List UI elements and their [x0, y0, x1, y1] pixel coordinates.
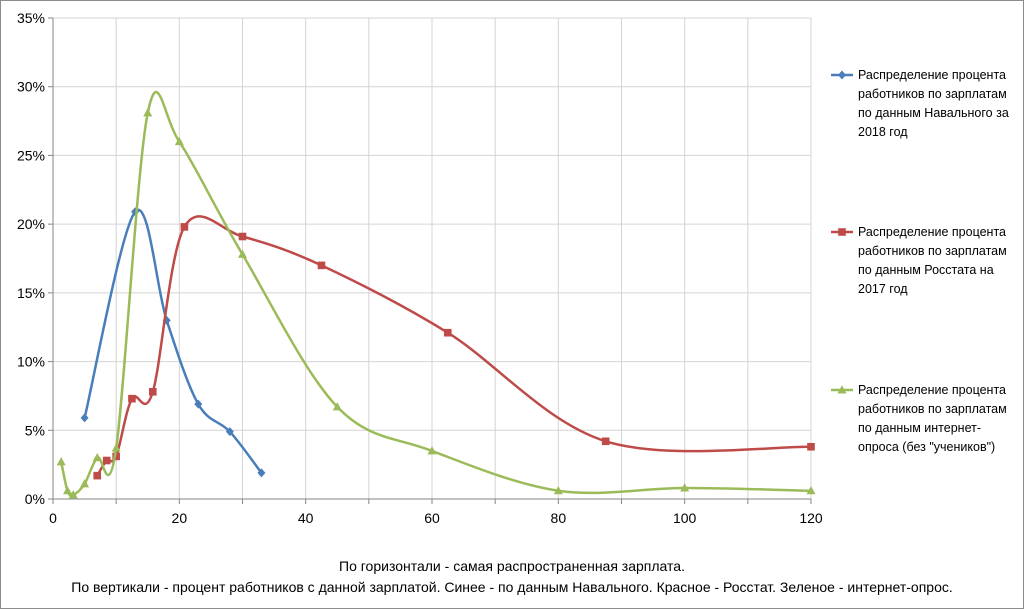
data-point-navalny [80, 413, 89, 423]
data-point-navalny [257, 468, 266, 478]
legend-swatch-marker [838, 70, 846, 80]
data-point-rosstat [180, 223, 189, 231]
data-point-survey [63, 485, 73, 495]
data-point-rosstat [807, 442, 815, 451]
data-point-survey [174, 136, 184, 146]
legend-item-rosstat: Распределение процента работников по зарп… [831, 225, 1007, 296]
series-survey [56, 91, 816, 499]
legend-label-line: Распределение процента [858, 68, 1006, 82]
data-point-rosstat [128, 394, 136, 403]
series-rosstat [93, 215, 815, 480]
data-point-survey [92, 452, 102, 462]
data-point-survey [332, 402, 342, 411]
y-tick-label: 10% [17, 354, 45, 370]
legend-label-line: Распределение процента [858, 225, 1006, 239]
data-point-navalny [225, 427, 234, 437]
data-point-rosstat [149, 388, 157, 396]
data-point-survey [806, 485, 816, 495]
legend-label-line: работников по зарплатам [858, 402, 1007, 416]
legend-item-navalny: Распределение процента работников по зарп… [831, 68, 1009, 139]
data-point-rosstat [601, 437, 610, 446]
data-point-survey [553, 485, 563, 495]
legend-label-line: 2017 год [858, 282, 908, 296]
data-point-rosstat [317, 261, 326, 270]
legend-swatch-marker [837, 385, 847, 394]
data-point-survey [56, 457, 66, 466]
legend: Распределение процента работников по зарп… [831, 68, 1009, 454]
axes: 0 20 40 60 80 100 120 0% 5% 10% 15% 20% 25% 30% 35% [17, 10, 823, 526]
legend-label-line: работников по зарплатам [858, 244, 1007, 258]
legend-label-line: 2018 год [858, 125, 908, 139]
data-point-rosstat [102, 456, 111, 465]
data-point-navalny [194, 399, 203, 409]
x-tick-label: 120 [799, 510, 823, 526]
data-point-survey [80, 479, 90, 488]
x-tick-label: 80 [551, 510, 567, 526]
caption-line-1: По горизонтали - самая распространенная … [339, 558, 685, 574]
legend-label-line: по данным Навального за [858, 106, 1009, 120]
series-line-navalny [83, 208, 263, 474]
data-point-rosstat [93, 471, 102, 480]
y-tick-label: 25% [17, 147, 45, 163]
data-point-survey [68, 490, 78, 499]
x-tick-label: 60 [424, 510, 440, 526]
data-point-rosstat [112, 452, 120, 461]
data-point-rosstat [443, 328, 452, 337]
series-line-survey [59, 91, 812, 497]
data-point-survey [680, 483, 690, 492]
x-tick-label: 0 [49, 510, 57, 526]
x-tick-label: 100 [673, 510, 697, 526]
data-point-survey [143, 108, 153, 117]
legend-label-line: работников по зарплатам [858, 87, 1007, 101]
data-point-survey [238, 249, 247, 258]
legend-swatch-marker [838, 228, 846, 236]
series-line-rosstat [96, 215, 812, 477]
y-tick-label: 5% [25, 422, 45, 438]
data-point-rosstat [238, 232, 247, 241]
caption-line-2: По вертикали - процент работников с данн… [71, 579, 953, 595]
y-tick-label: 15% [17, 285, 45, 301]
y-tick-label: 35% [17, 10, 45, 26]
data-point-survey [427, 446, 437, 455]
legend-item-survey: Распределение процента работников по зарп… [831, 383, 1007, 454]
y-tick-label: 20% [17, 216, 45, 232]
y-tick-label: 30% [17, 79, 45, 95]
grid [53, 17, 812, 499]
x-tick-label: 40 [298, 510, 314, 526]
data-point-survey [111, 443, 121, 452]
legend-label-line: по данным интернет- [858, 421, 981, 435]
legend-label-line: Распределение процента [858, 383, 1006, 397]
legend-label-line: опроса (без "учеников") [858, 440, 995, 454]
legend-label-line: по данным Росстата на [858, 263, 994, 277]
y-tick-label: 0% [25, 491, 45, 507]
series-layer [56, 91, 816, 499]
x-tick-label: 20 [172, 510, 188, 526]
